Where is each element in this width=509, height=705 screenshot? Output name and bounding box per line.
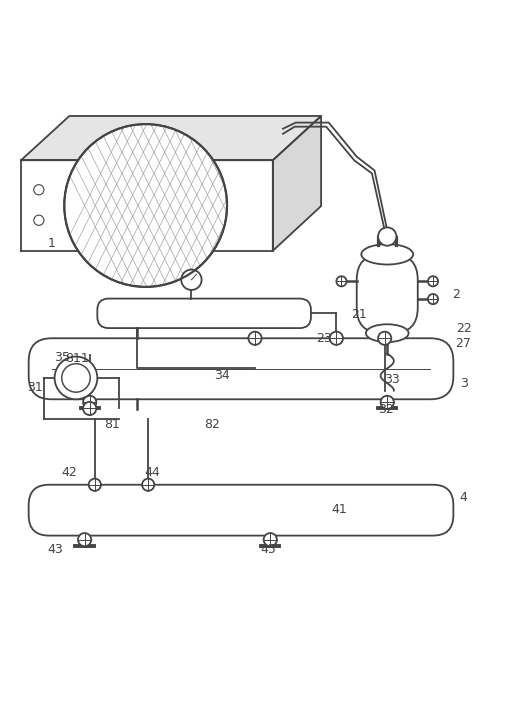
Text: 4: 4 [459, 491, 467, 504]
Text: 33: 33 [384, 373, 400, 386]
Polygon shape [272, 116, 321, 251]
Circle shape [181, 269, 201, 290]
FancyBboxPatch shape [356, 255, 417, 333]
Circle shape [62, 364, 90, 392]
Circle shape [83, 402, 96, 415]
Circle shape [248, 331, 261, 345]
Text: 32: 32 [378, 403, 393, 416]
Circle shape [64, 124, 227, 287]
Circle shape [427, 276, 437, 286]
Text: 44: 44 [144, 465, 160, 479]
Text: 21: 21 [351, 308, 366, 321]
Text: 34: 34 [214, 369, 230, 382]
Circle shape [377, 228, 395, 245]
Text: 2: 2 [451, 288, 459, 300]
Text: 3: 3 [459, 376, 467, 390]
Text: 41: 41 [330, 503, 346, 515]
Circle shape [34, 185, 44, 195]
Text: 23: 23 [315, 332, 331, 345]
Circle shape [263, 533, 276, 546]
Text: 82: 82 [204, 418, 219, 431]
Circle shape [83, 396, 96, 409]
FancyBboxPatch shape [29, 338, 453, 399]
Circle shape [89, 479, 101, 491]
Text: 1: 1 [47, 237, 55, 250]
Text: 81: 81 [103, 418, 119, 431]
Text: 811: 811 [65, 352, 89, 365]
Circle shape [427, 294, 437, 304]
Text: 31: 31 [27, 381, 43, 393]
Text: 42: 42 [62, 465, 77, 479]
Circle shape [54, 357, 97, 399]
Circle shape [142, 479, 154, 491]
Circle shape [78, 533, 91, 546]
Text: 22: 22 [455, 321, 470, 335]
Ellipse shape [365, 324, 408, 342]
FancyBboxPatch shape [29, 485, 453, 536]
Text: 45: 45 [260, 544, 276, 556]
FancyBboxPatch shape [97, 299, 310, 328]
Circle shape [336, 276, 346, 286]
Polygon shape [21, 160, 272, 251]
Ellipse shape [360, 244, 412, 264]
Text: 27: 27 [455, 337, 470, 350]
Circle shape [377, 331, 390, 345]
Circle shape [34, 215, 44, 226]
Circle shape [380, 396, 393, 409]
Polygon shape [21, 116, 321, 160]
Text: 35: 35 [53, 351, 70, 364]
Circle shape [329, 331, 343, 345]
Text: 43: 43 [47, 544, 63, 556]
